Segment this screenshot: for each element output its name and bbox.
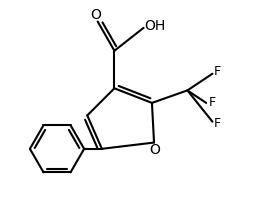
Text: O: O bbox=[150, 143, 160, 157]
Text: F: F bbox=[214, 117, 221, 130]
Text: F: F bbox=[214, 65, 221, 78]
Text: O: O bbox=[90, 8, 101, 22]
Text: OH: OH bbox=[144, 19, 166, 33]
Text: F: F bbox=[208, 96, 216, 109]
